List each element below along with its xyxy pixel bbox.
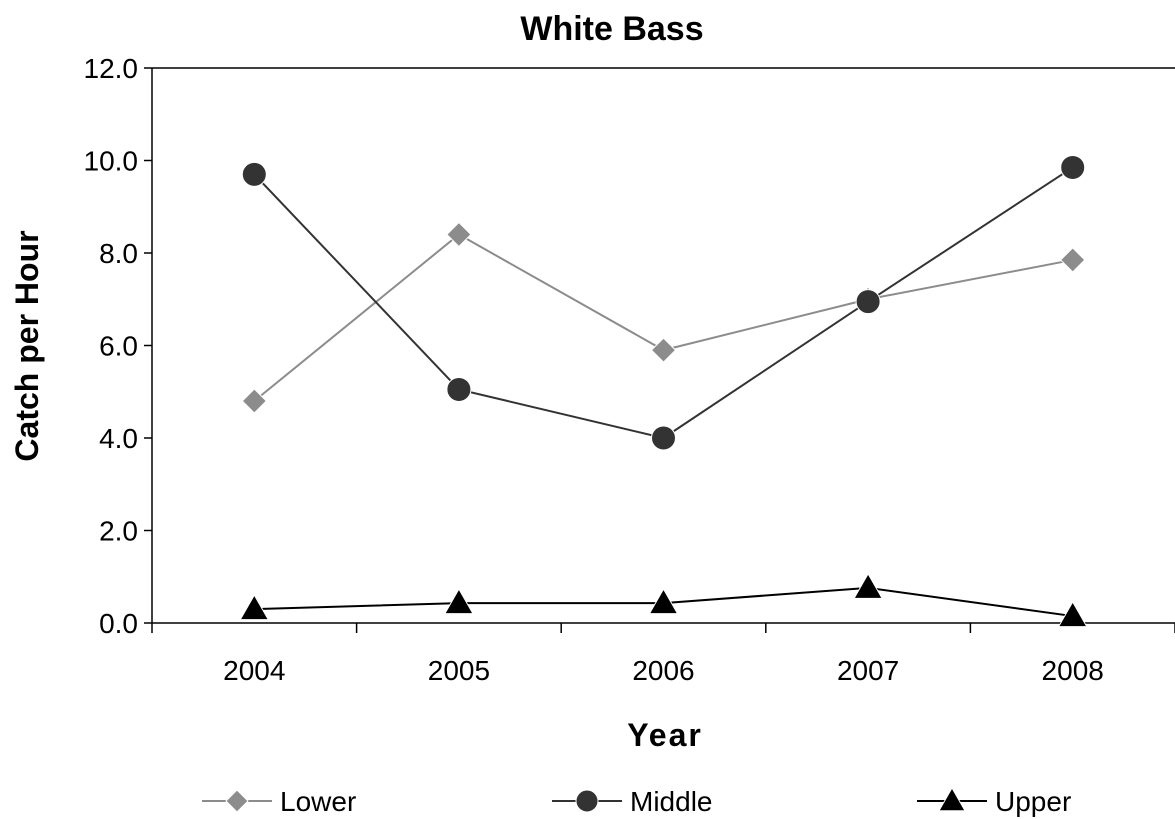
legend: Lower Middle Upper [202,786,1071,817]
y-tick-label: 6.0 [99,331,138,362]
y-tick-label: 10.0 [84,146,139,177]
data-point-middle [446,376,472,402]
data-point-upper [444,588,474,615]
data-point-upper [648,588,679,615]
legend-marker-upper [938,786,966,812]
data-point-middle [651,425,676,451]
legend-marker-lower [225,789,249,813]
data-point-lower [446,221,472,248]
legend-marker-middle [575,789,599,813]
x-tick-label: 2008 [1042,655,1104,686]
x-tick-label: 2005 [428,655,490,686]
data-point-lower [1059,247,1086,273]
x-tick-label: 2004 [223,655,285,686]
legend-item-upper: Upper [917,786,1071,817]
series-lower [241,221,1086,414]
axes: 0.0 2.0 4.0 6.0 8.0 10.0 12.0 2004 2005 2006 2007 2… [84,53,1175,686]
legend-label-upper: Upper [995,786,1071,817]
legend-label-lower: Lower [280,786,356,817]
data-point-middle [855,289,881,315]
x-axis-title: Year [627,717,703,753]
y-tick-label: 0.0 [99,608,138,639]
y-tick-label: 8.0 [99,238,138,269]
x-tick-label: 2006 [632,655,694,686]
y-tick-label: 2.0 [99,516,138,547]
chart-title: White Bass [520,10,703,48]
legend-item-lower: Lower [202,786,356,817]
series-upper [239,572,1088,628]
y-tick-label: 4.0 [99,423,138,454]
data-point-lower [241,388,268,414]
legend-item-middle: Middle [552,786,712,817]
data-point-lower [650,337,677,363]
x-tick-label: 2007 [837,655,899,686]
series-layer [239,154,1088,628]
data-point-upper [853,572,883,599]
data-point-middle [1060,154,1086,180]
data-point-middle [241,161,267,187]
y-tick-label: 12.0 [84,53,139,84]
data-point-upper [239,594,270,621]
legend-label-middle: Middle [630,786,712,817]
series-middle [241,154,1086,451]
series-line-lower [253,233,1073,402]
series-line-middle [253,166,1074,440]
y-axis-title: Catch per Hour [9,230,45,461]
data-point-upper [1057,601,1088,628]
